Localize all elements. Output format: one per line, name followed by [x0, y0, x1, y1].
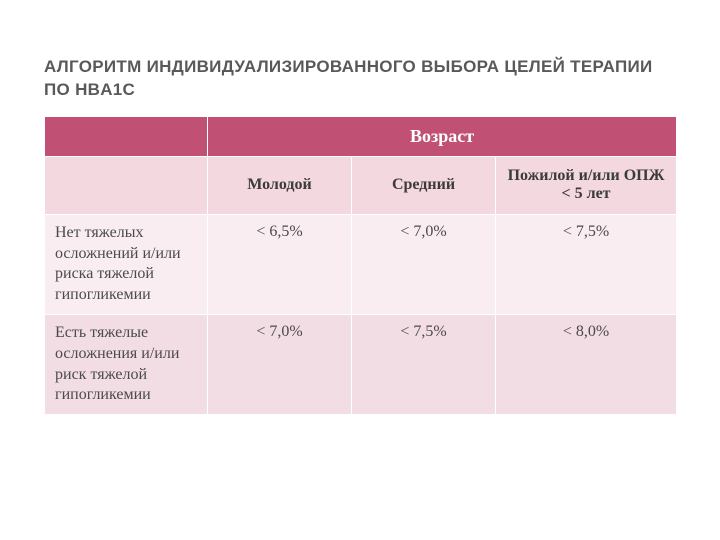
- col-elderly: Пожилой и/или ОПЖ < 5 лет: [496, 156, 677, 214]
- cell-value: < 7,5%: [496, 214, 677, 314]
- hba1c-targets-table: Возраст Молодой Средний Пожилой и/или ОП…: [44, 116, 677, 415]
- table-row: Есть тяжелые осложнения и/или риск тяжел…: [45, 315, 677, 415]
- header-age: Возраст: [208, 116, 677, 156]
- cell-value: < 7,5%: [352, 315, 496, 415]
- row-label: Есть тяжелые осложнения и/или риск тяжел…: [45, 315, 208, 415]
- header-blank: [45, 116, 208, 156]
- slide: АЛГОРИТМ ИНДИВИДУАЛИЗИРОВАННОГО ВЫБОРА Ц…: [0, 0, 720, 540]
- table-header-row-2: Молодой Средний Пожилой и/или ОПЖ < 5 ле…: [45, 156, 677, 214]
- cell-value: < 7,0%: [208, 315, 352, 415]
- table-row: Нет тяжелых осложнений и/или риска тяжел…: [45, 214, 677, 314]
- cell-value: < 6,5%: [208, 214, 352, 314]
- slide-title: АЛГОРИТМ ИНДИВИДУАЛИЗИРОВАННОГО ВЫБОРА Ц…: [44, 56, 676, 102]
- cell-value: < 7,0%: [352, 214, 496, 314]
- table-header-row-1: Возраст: [45, 116, 677, 156]
- header-stub: [45, 156, 208, 214]
- cell-value: < 8,0%: [496, 315, 677, 415]
- row-label: Нет тяжелых осложнений и/или риска тяжел…: [45, 214, 208, 314]
- col-young: Молодой: [208, 156, 352, 214]
- col-middle: Средний: [352, 156, 496, 214]
